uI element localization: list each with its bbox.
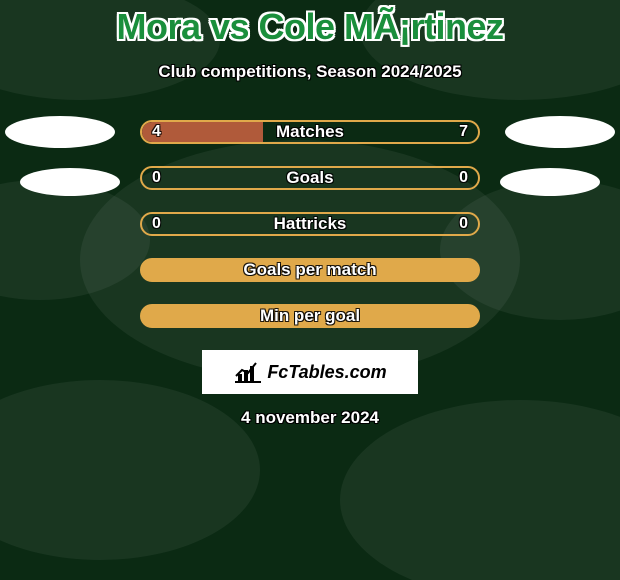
team-badge-right: [505, 116, 615, 148]
team-badge-right: [500, 168, 600, 196]
bar-row-min-per-goal: Min per goal: [0, 304, 620, 328]
subtitle: Club competitions, Season 2024/2025: [0, 62, 620, 82]
stat-bar-goals-per-match: Goals per match: [140, 258, 480, 282]
comparison-bars: 47Matches 00Goals 00Hattricks Goals per mat…: [0, 120, 620, 328]
stat-label: Goals: [142, 168, 478, 188]
stat-label: Min per goal: [142, 306, 478, 326]
page-title: Mora vs Cole MÃ¡rtinez: [0, 0, 620, 48]
chart-icon: [233, 360, 263, 384]
bar-row-hattricks: 00Hattricks: [0, 212, 620, 236]
stat-bar-matches: 47Matches: [140, 120, 480, 144]
team-badge-left: [20, 168, 120, 196]
stat-bar-hattricks: 00Hattricks: [140, 212, 480, 236]
bar-row-matches: 47Matches: [0, 120, 620, 144]
site-logo: FcTables.com: [202, 350, 418, 394]
logo-text: FcTables.com: [267, 362, 386, 383]
stat-bar-min-per-goal: Min per goal: [140, 304, 480, 328]
bar-row-goals: 00Goals: [0, 166, 620, 190]
date-label: 4 november 2024: [0, 408, 620, 428]
team-badge-left: [5, 116, 115, 148]
bar-row-goals-per-match: Goals per match: [0, 258, 620, 282]
stat-label: Matches: [142, 122, 478, 142]
stat-label: Hattricks: [142, 214, 478, 234]
stat-bar-goals: 00Goals: [140, 166, 480, 190]
stat-label: Goals per match: [142, 260, 478, 280]
